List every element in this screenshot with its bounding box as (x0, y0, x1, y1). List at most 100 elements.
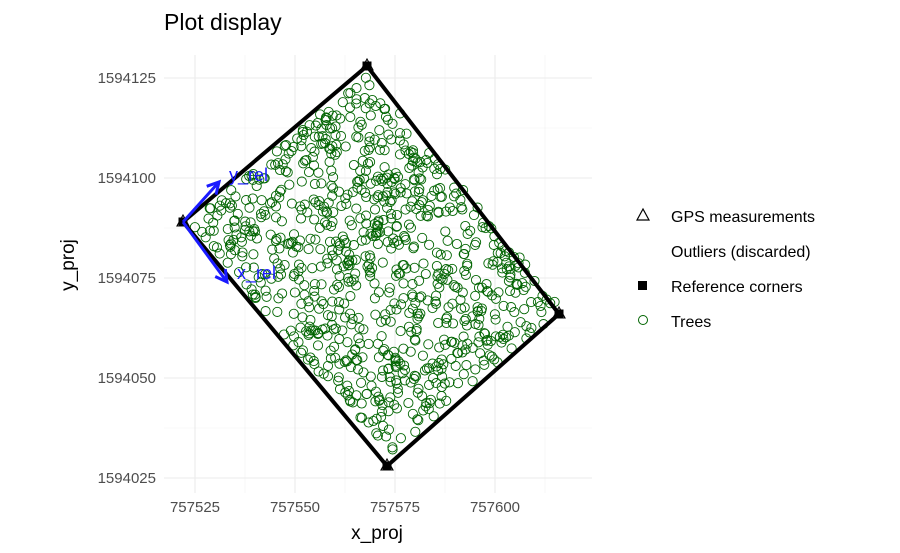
tree-point (361, 191, 372, 203)
tree-point (364, 142, 375, 153)
tree-point (345, 308, 356, 319)
tree-point (351, 203, 362, 214)
tree-point (505, 272, 516, 283)
tree-point (330, 236, 342, 247)
tree-point (398, 278, 409, 289)
tree-point (189, 222, 200, 233)
tree-point (410, 335, 421, 346)
tree-point (434, 342, 445, 353)
tree-point (377, 257, 388, 268)
tree-point (375, 173, 386, 184)
tree-point (341, 238, 352, 249)
tree-point (237, 251, 248, 262)
tree-point (441, 264, 452, 275)
tree-point (401, 128, 412, 139)
tree-point (320, 323, 331, 334)
tree-point (446, 353, 457, 364)
tree-point (405, 222, 416, 233)
tree-point (386, 213, 397, 224)
tree-point (401, 188, 412, 199)
tree-point (266, 159, 277, 170)
tree-point (412, 308, 423, 319)
tree-point (476, 303, 487, 314)
tree-point (260, 285, 271, 296)
tree-point (431, 298, 442, 309)
tree-point (477, 222, 488, 233)
y-axis-ticks: 1594025 1594050 1594075 1594100 1594125 (98, 70, 156, 487)
tree-point (370, 309, 381, 320)
tree-point (506, 302, 517, 313)
tree-point (392, 387, 404, 398)
tree-point (524, 327, 535, 338)
tree-point (362, 158, 374, 169)
y-tick-label: 1594025 (98, 470, 156, 487)
tree-point (411, 204, 422, 215)
tree-point (277, 159, 288, 170)
tree-point (216, 205, 227, 216)
tree-point (331, 264, 343, 275)
tree-point (346, 220, 357, 231)
tree-point (302, 354, 313, 365)
tree-point (270, 201, 282, 212)
tree-point (389, 238, 400, 249)
tree-point (365, 228, 376, 239)
tree-point (478, 355, 489, 366)
tree-point (400, 204, 411, 215)
tree-point (223, 235, 234, 246)
tree-point (341, 198, 352, 209)
tree-point (327, 296, 338, 307)
tree-point (435, 273, 446, 284)
tree-point (389, 298, 400, 309)
tree-point (498, 300, 509, 311)
tree-point (421, 210, 432, 221)
y-tick-label: 1594100 (98, 170, 156, 187)
tree-point (429, 185, 440, 196)
legend-item-trees: Trees (638, 314, 711, 331)
tree-point (489, 309, 500, 320)
tree-point (337, 97, 348, 108)
tree-point (374, 125, 385, 136)
tree-point (226, 200, 237, 211)
tree-point (474, 313, 485, 324)
tree-point (486, 351, 497, 362)
tree-point (355, 213, 366, 224)
tree-point (335, 131, 347, 142)
tree-point (488, 256, 499, 267)
tree-point (365, 178, 376, 189)
tree-point (354, 322, 365, 333)
x-tick-label: 757525 (170, 499, 220, 516)
tree-point (482, 286, 493, 297)
tree-point (298, 158, 309, 169)
tree-point (310, 120, 321, 131)
tree-point (508, 251, 519, 263)
tree-point (327, 123, 338, 134)
tree-point (354, 174, 365, 186)
tree-point (310, 197, 321, 208)
tree-point (369, 134, 380, 145)
tree-point (337, 231, 348, 242)
tree-point (314, 196, 325, 207)
tree-point (382, 236, 393, 248)
tree-point (405, 146, 416, 157)
tree-point (258, 173, 269, 184)
tree-point (316, 178, 327, 189)
tree-point (356, 398, 367, 409)
tree-point (510, 287, 521, 298)
tree-point (471, 237, 482, 248)
y-axis-title: y_proj (58, 239, 79, 291)
tree-point (360, 165, 371, 176)
tree-point (321, 120, 332, 131)
tree-point (399, 360, 410, 371)
tree-point (395, 326, 406, 337)
tree-point (381, 431, 392, 442)
x-tick-label: 757600 (470, 499, 520, 516)
tree-point (378, 365, 389, 376)
tree-point (364, 250, 375, 261)
tree-point (304, 120, 315, 131)
reference-corner (554, 309, 564, 319)
gps-measurement (380, 457, 394, 471)
tree-point (479, 328, 491, 339)
tree-point (365, 110, 376, 121)
tree-point (322, 207, 333, 218)
tree-point (326, 148, 337, 159)
